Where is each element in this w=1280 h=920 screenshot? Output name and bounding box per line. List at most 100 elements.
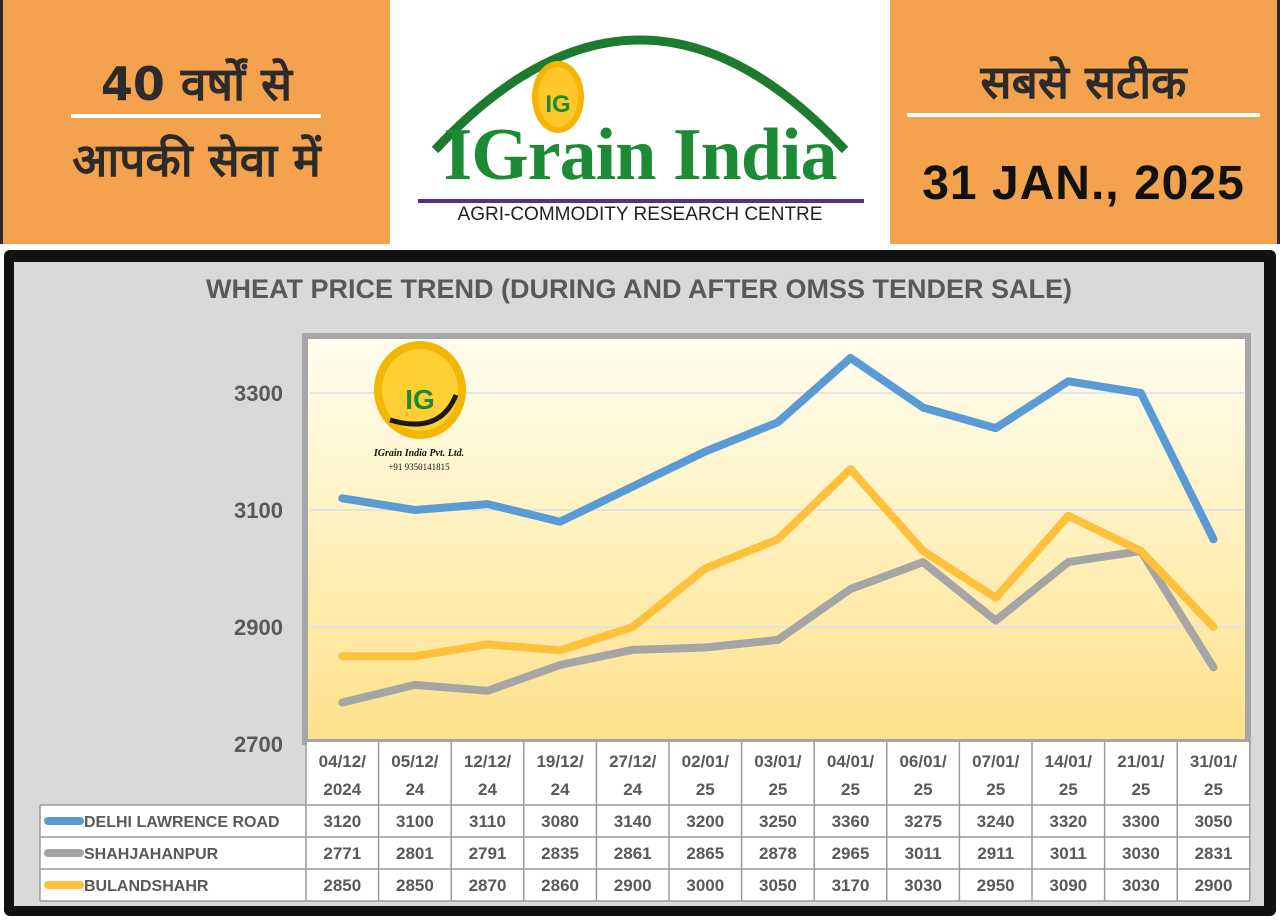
table-value: 3011 [905, 844, 942, 863]
tagline-accurate: सबसे सटीक [980, 55, 1187, 109]
y-tick-label: 2900 [234, 615, 283, 640]
table-value: 2865 [686, 844, 724, 863]
table-value: 2801 [396, 844, 434, 863]
table-value: 3250 [759, 812, 797, 831]
table-date-label: 06/01/ [899, 752, 947, 771]
table-date-label: 14/01/ [1045, 752, 1093, 771]
header-right-panel: सबसे सटीक 31 JAN., 2025 [890, 0, 1280, 244]
watermark-logo-text: IG [405, 384, 435, 415]
legend-series-name: BULANDSHAHR [84, 878, 209, 895]
data-table: 04/12/2024 05/12/24 12/12/24 19/12/24 27/12/… [39, 742, 1251, 902]
watermark-logo: IG IGrain India Pvt. Ltd. +91 9350141815 [373, 341, 466, 472]
table-date-label: 27/12/ [609, 752, 657, 771]
table-date-label: 07/01/ [972, 752, 1020, 771]
table-body-bg [40, 805, 1250, 901]
report-date: 31 JAN., 2025 [922, 157, 1245, 210]
y-tick-label: 3100 [234, 498, 283, 523]
table-date-label: 25 [1131, 780, 1150, 799]
tagline-service: आपकी सेवा में [72, 133, 321, 187]
table-value: 3080 [541, 812, 579, 831]
table-date-label: 25 [1204, 780, 1223, 799]
table-value: 3200 [686, 812, 724, 831]
table-date-label: 2024 [323, 780, 361, 799]
brand-logo-text: IG [545, 91, 570, 118]
table-value: 3320 [1049, 812, 1087, 831]
y-tick-label: 2700 [234, 732, 283, 757]
table-date-label: 12/12/ [464, 752, 512, 771]
table-date-label: 04/12/ [319, 752, 367, 771]
table-date-label: 24 [623, 780, 642, 799]
table-date-label: 25 [1059, 780, 1078, 799]
table-date-label: 24 [405, 780, 424, 799]
legend-series-name: DELHI LAWRENCE ROAD [84, 814, 280, 831]
table-header-bg [306, 742, 1250, 805]
y-axis: 3300 3100 2900 2700 [234, 381, 283, 757]
table-value: 3140 [614, 812, 652, 831]
table-value: 2771 [323, 844, 361, 863]
table-date-label: 25 [696, 780, 715, 799]
table-value: 3275 [904, 812, 942, 831]
table-value: 2791 [469, 844, 507, 863]
table-value: 2831 [1195, 844, 1233, 863]
series-line-2 [338, 465, 1218, 661]
table-value: 2870 [469, 876, 507, 895]
table-value: 2950 [977, 876, 1015, 895]
watermark-company: IGrain India Pvt. Ltd. [373, 448, 464, 459]
table-value: 2850 [396, 876, 434, 895]
table-date-label: 03/01/ [754, 752, 802, 771]
brand-subtitle: AGRI-COMMODITY RESEARCH CENTRE [457, 204, 823, 225]
series-lines [338, 353, 1218, 707]
y-tick-label: 3300 [234, 381, 283, 406]
tagline-years: 40 वर्षों से [100, 57, 293, 111]
table-date-label: 24 [551, 780, 570, 799]
table-value: 3030 [1122, 876, 1160, 895]
table-value: 3050 [759, 876, 797, 895]
table-date-label: 25 [841, 780, 860, 799]
header-left-divider [71, 114, 321, 118]
header-left-panel: 40 वर्षों से आपकी सेवा में [0, 0, 390, 244]
table-date-label: 25 [914, 780, 933, 799]
brand-block: IG IGrain India AGRI-COMMODITY RESEARCH … [390, 0, 890, 244]
table-date-label: 05/12/ [391, 752, 439, 771]
table-date-label: 04/01/ [827, 752, 875, 771]
table-value: 3050 [1195, 812, 1233, 831]
table-value: 2850 [323, 876, 361, 895]
series-line-0 [338, 353, 1218, 544]
table-date-label: 19/12/ [536, 752, 584, 771]
series-line-1 [338, 547, 1218, 707]
table-value: 3030 [1122, 844, 1160, 863]
table-value: 3110 [469, 812, 506, 831]
brand-name: IGrain India [443, 114, 837, 196]
header-right-divider [907, 113, 1260, 117]
legend-series-name: SHAHJAHANPUR [84, 846, 219, 863]
table-value: 2861 [614, 844, 652, 863]
table-date-label: 21/01/ [1117, 752, 1165, 771]
table-date-label: 25 [768, 780, 787, 799]
table-date-label: 02/01/ [682, 752, 730, 771]
watermark-phone: +91 9350141815 [388, 462, 450, 472]
table-date-label: 24 [478, 780, 497, 799]
table-value: 2835 [541, 844, 579, 863]
brand-underline [418, 199, 864, 203]
table-value: 2878 [759, 844, 797, 863]
table-date-label: 25 [986, 780, 1005, 799]
table-value: 3100 [396, 812, 434, 831]
table-value: 3240 [977, 812, 1015, 831]
chart-title: WHEAT PRICE TREND (DURING AND AFTER OMSS… [206, 274, 1072, 304]
table-value: 3000 [686, 876, 724, 895]
table-value: 3300 [1122, 812, 1160, 831]
table-value: 3011 [1050, 844, 1087, 863]
table-value: 2900 [1195, 876, 1233, 895]
table-value: 2860 [541, 876, 579, 895]
table-value: 2911 [977, 844, 1014, 863]
table-value: 3090 [1049, 876, 1087, 895]
table-value: 3030 [904, 876, 942, 895]
table-value: 3360 [832, 812, 870, 831]
table-date-label: 31/01/ [1190, 752, 1238, 771]
table-value: 2965 [832, 844, 870, 863]
table-value: 3170 [832, 876, 870, 895]
table-value: 3120 [323, 812, 361, 831]
brand-arc-logo: IG [431, 35, 849, 154]
table-value: 2900 [614, 876, 652, 895]
